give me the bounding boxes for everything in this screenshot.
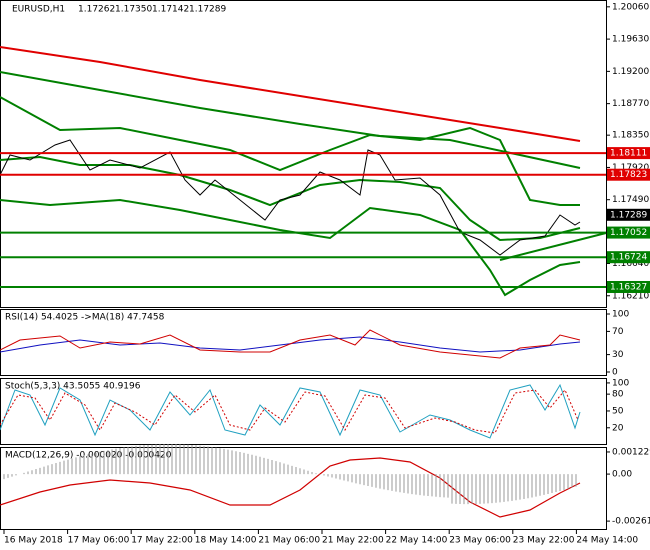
y-tick-label: 0 [612,367,618,377]
rsi-panel [0,309,607,376]
indicator-title: Stoch(5,3,3) 43.5055 40.9196 [5,382,141,392]
y-tick-label: 1.18770 [612,99,649,109]
ma-slow [0,46,581,142]
y-tick-label: 0.00 [612,470,632,480]
ohlc-value: 1.17289 [189,5,226,15]
symbol: EURUSD,H1 [12,5,65,15]
x-tick-label: 21 May 22:00 [322,536,384,546]
ohlc-value: 1.17350 [115,5,152,15]
y-tick-label: -0.002612 [612,517,650,527]
ohlc-value: 1.17262 [78,5,115,15]
stoch-signal [0,389,579,434]
y-tick-label: 1.19200 [612,67,649,77]
sub-overlays [0,329,581,518]
x-tick-label: 23 May 22:00 [513,536,575,546]
trend-line [499,232,607,261]
y-tick-label: 1.19630 [612,35,649,45]
y-tick-label: 50 [612,406,624,416]
stoch-main [0,383,581,439]
y-tick-label: 100 [612,310,629,320]
y-tick-label: 1.18350 [612,131,649,141]
y-tick-label: 30 [612,350,624,360]
y-tick-label: 80 [612,390,624,400]
level-box [607,147,650,160]
level-box [607,208,650,221]
x-tick-label: 18 May 14:00 [195,536,257,546]
level-label: 1.17052 [610,228,647,238]
y-tick-label: 100 [612,378,629,388]
x-tick-label: 21 May 06:00 [258,536,320,546]
level-label: 1.16724 [610,253,647,263]
y-tick-label: 1.20060 [612,2,649,12]
y-tick-label: 20 [612,423,624,433]
level-box [607,226,650,239]
bollinger-lower [0,198,581,297]
level-label: 1.18111 [610,149,647,159]
macd-signal [0,457,581,518]
x-tick-label: 23 May 06:00 [449,536,511,546]
x-tick-label: 22 May 14:00 [386,536,448,546]
level-box [607,251,650,264]
level-box [607,168,650,181]
rsi-ma [0,336,581,353]
x-tick-label: 17 May 22:00 [131,536,193,546]
rsi-line [0,329,581,359]
y-tick-label: 0.001229 [612,447,650,457]
x-tick-label: 24 May 14:00 [576,536,638,546]
bollinger-upper [0,96,580,206]
macd-panel [0,447,607,530]
level-label: 1.17823 [610,170,647,180]
y-tick-label: 1.16210 [612,291,649,301]
indicator-title: RSI(14) 54.4025 ->MA(18) 47.7458 [5,313,165,323]
level-box [607,280,650,293]
y-tick-label: 1.16640 [612,259,649,269]
y-tick-label: 1.17920 [612,163,649,173]
x-tick-label: 16 May 2018 [4,536,63,546]
y-tick-label: 1.17490 [612,195,649,205]
stoch-panel [0,378,607,445]
level-label: 1.16327 [610,282,647,292]
price-line [0,139,581,256]
y-tick-label: 70 [612,327,624,337]
x-tick-label: 17 May 06:00 [68,536,130,546]
level-label: 1.17289 [610,210,647,220]
ohlc-value: 1.17142 [152,5,189,15]
